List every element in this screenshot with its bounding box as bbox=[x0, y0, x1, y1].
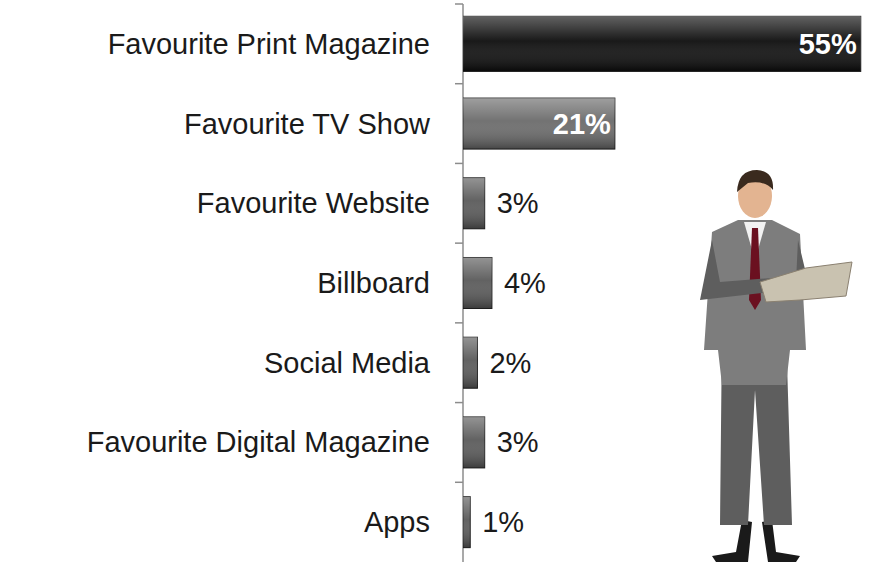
bar-shine bbox=[463, 16, 861, 71]
data-label: 2% bbox=[489, 347, 531, 379]
bar bbox=[463, 417, 485, 468]
bar bbox=[463, 337, 477, 388]
bar bbox=[463, 16, 861, 71]
category-label: Apps bbox=[364, 506, 430, 538]
y-tick bbox=[455, 242, 463, 244]
bar-shine bbox=[463, 497, 470, 548]
category-label: Favourite TV Show bbox=[184, 108, 431, 140]
y-tick bbox=[455, 83, 463, 85]
tie bbox=[749, 228, 761, 310]
bar bbox=[463, 178, 485, 229]
bar bbox=[463, 257, 492, 308]
illustration bbox=[700, 170, 852, 562]
magazine bbox=[760, 262, 852, 302]
jacket bbox=[704, 220, 806, 385]
data-label: 4% bbox=[504, 267, 546, 299]
data-label: 1% bbox=[482, 506, 524, 538]
bar bbox=[463, 98, 615, 149]
chart: Favourite Print Magazine Favourite TV Sho… bbox=[0, 0, 874, 566]
y-tick bbox=[455, 482, 463, 484]
y-tick bbox=[455, 322, 463, 324]
hair bbox=[737, 170, 773, 192]
bar-shine bbox=[463, 257, 492, 308]
category-label: Billboard bbox=[317, 267, 430, 299]
category-label: Favourite Print Magazine bbox=[108, 28, 430, 60]
shoe bbox=[712, 520, 752, 562]
shoe bbox=[762, 520, 800, 562]
arm bbox=[700, 240, 772, 300]
bar bbox=[463, 497, 470, 548]
data-label: 3% bbox=[497, 187, 539, 219]
y-tick bbox=[455, 402, 463, 404]
bar-shine bbox=[463, 98, 615, 149]
bars bbox=[463, 16, 861, 547]
category-label: Favourite Digital Magazine bbox=[87, 426, 430, 458]
bar-shine bbox=[463, 337, 477, 388]
y-tick bbox=[455, 163, 463, 165]
data-label: 55% bbox=[799, 28, 857, 60]
bar-shine bbox=[463, 178, 485, 229]
y-tick bbox=[455, 3, 463, 5]
data-label: 3% bbox=[497, 426, 539, 458]
data-label: 21% bbox=[553, 108, 611, 140]
category-label: Favourite Website bbox=[197, 187, 430, 219]
bar-shine bbox=[463, 417, 485, 468]
category-label: Social Media bbox=[264, 347, 431, 379]
